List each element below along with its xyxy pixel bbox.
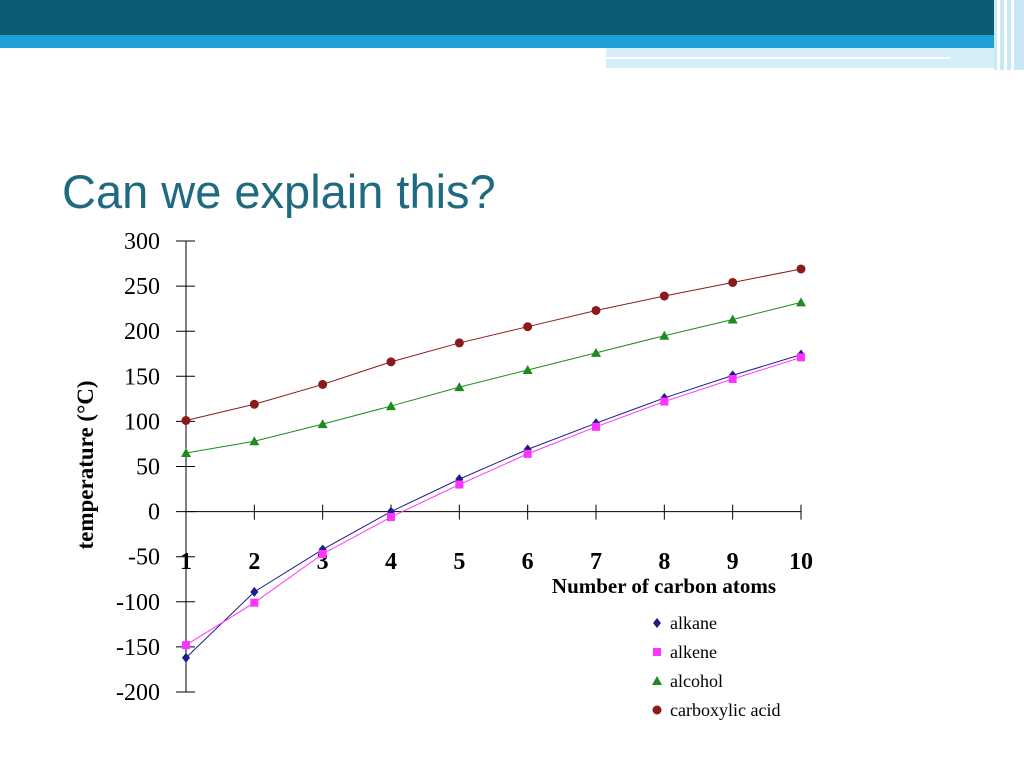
x-tick-label: 10 xyxy=(789,549,813,575)
data-point xyxy=(797,353,805,362)
data-point xyxy=(249,399,259,409)
data-point xyxy=(660,397,669,406)
legend-marker xyxy=(652,676,662,685)
data-point xyxy=(181,447,191,457)
series-line xyxy=(185,354,802,659)
legend-marker xyxy=(653,648,661,656)
data-point xyxy=(523,449,532,458)
legend-label: alkane xyxy=(670,613,717,633)
y-tick-label: -150 xyxy=(116,635,160,661)
data-point xyxy=(182,652,190,663)
header-accent xyxy=(0,35,1024,48)
x-tick-label: 4 xyxy=(385,549,397,575)
y-axis-label: temperature (°C) xyxy=(73,380,98,549)
x-tick-label: 2 xyxy=(248,549,260,575)
data-point xyxy=(728,277,738,287)
data-point xyxy=(181,415,191,425)
legend: alkane alkene alcohol carboxylic acid xyxy=(652,613,780,720)
data-point xyxy=(659,291,669,301)
data-point xyxy=(250,586,259,597)
legend-label: alkene xyxy=(670,642,717,662)
legend-label: carboxylic acid xyxy=(670,700,780,720)
data-point xyxy=(318,549,327,558)
series-line xyxy=(185,301,802,454)
data-point xyxy=(659,330,670,340)
y-tick-label: 100 xyxy=(124,409,160,435)
x-axis-label: Number of carbon atoms xyxy=(552,574,776,598)
data-point xyxy=(249,436,260,446)
header-stripes xyxy=(994,0,1024,70)
y-tick-label: 150 xyxy=(124,364,160,390)
x-tick-label: 5 xyxy=(453,549,465,575)
series-line xyxy=(185,356,802,646)
y-tick-label: -50 xyxy=(128,545,160,571)
x-tick-label: 8 xyxy=(658,549,670,575)
data-point xyxy=(796,297,806,307)
data-point xyxy=(591,347,601,357)
data-point xyxy=(317,419,328,429)
x-tick-label: 1 xyxy=(180,549,192,575)
y-tick-label: 50 xyxy=(136,455,160,481)
legend-marker xyxy=(652,705,662,715)
data-point xyxy=(386,357,396,367)
data-point xyxy=(318,379,328,389)
legend-marker xyxy=(653,618,661,628)
data-point xyxy=(454,338,464,348)
x-tick-label: 6 xyxy=(522,549,534,575)
x-tick-label: 9 xyxy=(727,549,739,575)
y-tick-label: -200 xyxy=(116,680,160,706)
slide-title: Can we explain this? xyxy=(62,165,496,218)
data-point xyxy=(522,364,533,374)
y-tick-label: -100 xyxy=(116,590,160,616)
data-point xyxy=(387,513,395,522)
series-line xyxy=(185,268,802,421)
header-band xyxy=(0,0,1024,35)
x-tick-label: 7 xyxy=(590,549,602,575)
y-tick-label: 200 xyxy=(124,319,160,345)
y-tick-label: 250 xyxy=(124,274,160,300)
data-point xyxy=(386,401,396,411)
data-point xyxy=(523,322,533,332)
data-point xyxy=(455,480,464,489)
legend-label: alcohol xyxy=(670,671,723,691)
data-point xyxy=(592,422,600,431)
data-point xyxy=(728,375,737,384)
data-point xyxy=(182,641,190,650)
data-point xyxy=(727,314,738,324)
y-tick-label: 0 xyxy=(148,500,160,526)
data-point xyxy=(454,382,465,392)
y-tick-label: 300 xyxy=(124,229,160,255)
data-point xyxy=(796,264,806,274)
data-point xyxy=(250,598,259,607)
data-point xyxy=(591,305,601,315)
